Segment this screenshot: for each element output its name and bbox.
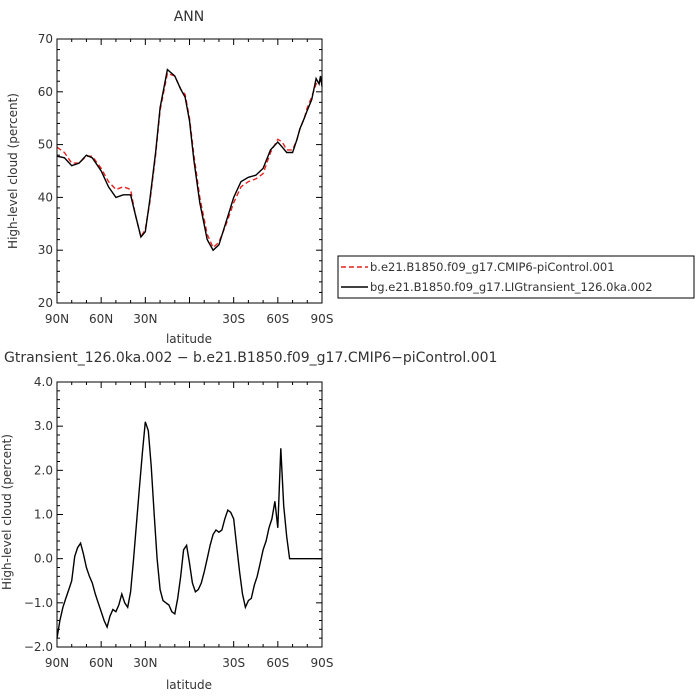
chart-title-top: ANN — [174, 9, 205, 25]
y-tick-label: 4.0 — [34, 375, 53, 389]
y-tick-label: 60 — [38, 85, 53, 99]
y-tick-label: −2.0 — [24, 640, 53, 654]
y-axis-label-top: High-level cloud (percent) — [6, 93, 20, 249]
chart-title-bottom: Gtransient_126.0ka.002 − b.e21.B1850.f09… — [4, 350, 497, 366]
x-tick-label: 60S — [266, 312, 289, 326]
x-tick-labels-top: 90N 60N 30N 30S 60S 90S — [45, 312, 334, 326]
series-group-bottom — [56, 421, 322, 639]
plot-frame-bottom — [56, 381, 323, 648]
x-tick-label: 60S — [266, 656, 289, 670]
x-tick-label: 90N — [45, 312, 69, 326]
axis-ticks-bottom: −2.0 −1.0 0.0 1.0 2.0 3.0 4.0 — [24, 375, 323, 654]
series-line-LIGtransient — [56, 68, 323, 252]
x-tick-label: 90S — [311, 312, 334, 326]
y-tick-label: 3.0 — [34, 419, 53, 433]
y-tick-label: −1.0 — [24, 596, 53, 610]
series-line-difference — [56, 421, 322, 639]
x-tick-label: 60N — [89, 656, 113, 670]
plot-frame-top — [56, 38, 323, 304]
chart-panel-top: ANN High-level cloud (percent) 20 30 40 50 6… — [6, 9, 323, 310]
x-tick-label: 30N — [133, 312, 157, 326]
x-tick-labels-bottom: 90N 60N 30N 30S 60S 90S — [45, 656, 334, 670]
series-line-piControl — [56, 72, 322, 249]
legend-label-LIGtransient: bg.e21.B1850.f09_g17.LIGtransient_126.0k… — [370, 280, 653, 294]
y-axis-label-bottom: High-level cloud (percent) — [0, 434, 14, 590]
axis-ticks-top: 20 30 40 50 60 70 — [38, 32, 323, 310]
y-tick-label: 2.0 — [34, 463, 53, 477]
series-group-top — [56, 68, 323, 252]
x-tick-label: 30S — [222, 656, 245, 670]
x-axis-label-top: latitude — [166, 332, 212, 346]
y-tick-label: 1.0 — [34, 508, 53, 522]
y-tick-label: 50 — [38, 138, 53, 152]
x-tick-label: 30S — [222, 312, 245, 326]
y-tick-label: 70 — [38, 32, 53, 46]
legend: b.e21.B1850.f09_g17.CMIP6-piControl.001 … — [337, 255, 695, 299]
x-tick-label: 90N — [45, 656, 69, 670]
x-tick-label: 90S — [311, 656, 334, 670]
x-axis-label-bottom: latitude — [166, 678, 212, 692]
y-tick-label: 40 — [38, 190, 53, 204]
legend-label-piControl: b.e21.B1850.f09_g17.CMIP6-piControl.001 — [370, 260, 615, 274]
y-tick-label: 30 — [38, 243, 53, 257]
legend-box — [337, 255, 695, 299]
x-tick-label: 60N — [89, 312, 113, 326]
chart-panel-bottom: Gtransient_126.0ka.002 − b.e21.B1850.f09… — [0, 350, 497, 692]
y-tick-label: 20 — [38, 296, 53, 310]
x-tick-label: 30N — [133, 656, 157, 670]
y-tick-label: 0.0 — [34, 552, 53, 566]
